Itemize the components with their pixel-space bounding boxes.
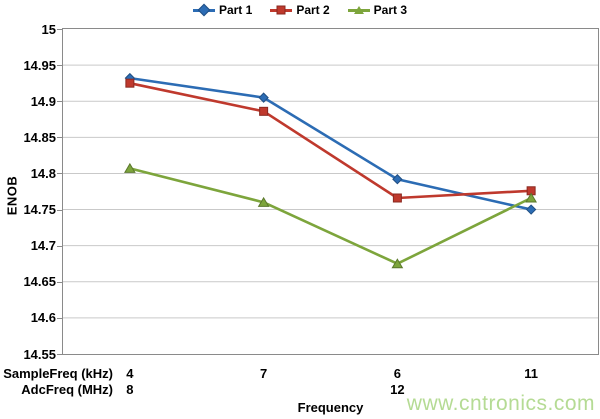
y-axis-tick-label: 14.7	[30, 238, 56, 254]
data-point-marker-diamond-icon	[258, 92, 269, 103]
x-axis-tick-label: 8	[126, 382, 134, 397]
y-axis-tick-mark	[57, 173, 63, 174]
legend-marker-square-icon	[270, 5, 293, 15]
y-axis-tick-mark	[57, 354, 63, 355]
y-axis-tick-label: 14.9	[30, 93, 56, 109]
x-axis-tick-label: 6	[393, 366, 401, 381]
y-axis-tick-mark	[57, 210, 63, 211]
x-axis-title: Frequency	[297, 400, 364, 415]
data-point-marker-square-icon	[392, 193, 402, 203]
plot-canvas	[63, 64, 598, 319]
x-axis-row-label: SampleFreq (kHz)	[3, 366, 113, 381]
y-axis-tick-label: 15	[41, 21, 56, 37]
y-axis-tick-mark	[57, 246, 63, 247]
x-axis-tick-label: 4	[126, 366, 134, 381]
legend-item-part-1: Part 1	[192, 3, 253, 17]
x-axis-row-label: AdcFreq (MHz)	[21, 382, 113, 397]
x-axis-tick-label: 7	[260, 366, 268, 381]
data-point-marker-diamond-icon	[525, 204, 537, 215]
legend-item-part-2: Part 2	[270, 3, 330, 17]
y-axis-tick-label: 14.8	[30, 165, 56, 181]
y-axis-tick-mark	[57, 101, 63, 102]
series-line-part-3	[129, 167, 532, 266]
data-point-marker-triangle-icon	[391, 258, 404, 269]
y-axis-tick-mark	[57, 318, 63, 319]
y-axis-tick-label: 14.75	[23, 202, 56, 218]
legend-label-part-1: Part 1	[218, 3, 253, 17]
x-axis-tick-label: 11	[524, 366, 538, 381]
data-point-marker-diamond-icon	[392, 174, 403, 185]
y-axis-tick-label: 14.95	[23, 57, 56, 73]
watermark-text: www.cntronics.com	[406, 392, 595, 415]
y-axis-tick-mark	[57, 282, 63, 283]
legend-marker-triangle-icon	[347, 6, 370, 14]
chart-legend: Part 1 Part 2 Part 3	[0, 1, 600, 19]
data-point-marker-triangle-icon	[525, 192, 537, 203]
y-axis-tick-mark	[57, 137, 63, 138]
data-point-marker-square-icon	[259, 106, 269, 116]
y-axis-tick-label: 14.6	[30, 310, 56, 326]
y-axis-tick-mark	[57, 65, 63, 66]
data-point-marker-square-icon	[125, 78, 135, 88]
legend-label-part-3: Part 3	[373, 3, 408, 17]
y-axis-tick-label: 14.85	[23, 129, 56, 145]
series-line-part-2	[129, 81, 532, 200]
data-point-marker-triangle-icon	[257, 196, 270, 207]
y-axis-tick-label: 14.65	[23, 274, 56, 290]
series-line-part-1	[129, 76, 532, 211]
legend-marker-diamond-icon	[192, 3, 215, 17]
y-axis-tick-mark	[57, 29, 63, 30]
y-axis-tick-label: 14.55	[23, 346, 56, 362]
data-point-marker-triangle-icon	[124, 162, 136, 173]
legend-label-part-2: Part 2	[296, 3, 330, 17]
legend-item-part-3: Part 3	[347, 3, 408, 17]
x-axis-tick-label: 12	[390, 382, 405, 397]
